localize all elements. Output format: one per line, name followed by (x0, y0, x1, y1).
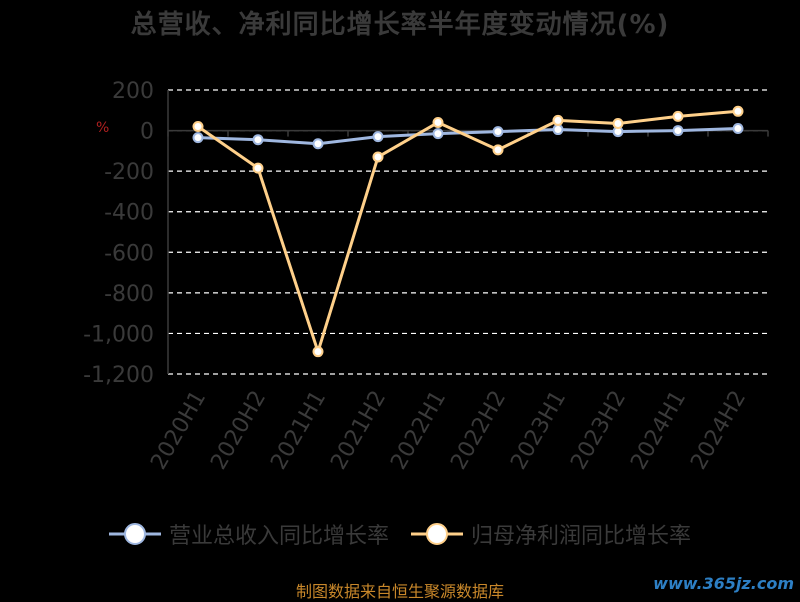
data-point-1 (432, 116, 444, 128)
data-point-1 (612, 117, 624, 129)
data-point-1 (312, 346, 324, 358)
y-tick-label: -1,000 (83, 322, 154, 347)
data-point-1 (372, 151, 384, 163)
data-point-1 (672, 110, 684, 122)
data-point-1 (192, 121, 204, 133)
data-point-1 (492, 144, 504, 156)
x-tick-label: 2024H1 (626, 387, 691, 474)
y-tick-label: -600 (104, 241, 154, 266)
y-tick-label: 0 (140, 120, 154, 145)
legend-item-net-profit[interactable]: 归母净利润同比增长率 (411, 518, 691, 550)
unit-mark: % (96, 120, 110, 136)
data-point-0 (552, 124, 564, 136)
x-tick-label: 2023H2 (566, 387, 631, 474)
data-point-0 (492, 126, 504, 138)
x-tick-label: 2021H1 (266, 387, 331, 474)
legend-marker-net-profit (411, 523, 463, 545)
data-point-1 (552, 114, 564, 126)
y-tick-label: -1,200 (83, 363, 154, 388)
data-point-0 (192, 132, 204, 144)
legend: 营业总收入同比增长率 归母净利润同比增长率 (0, 518, 800, 550)
source-note: 制图数据来自恒生聚源数据库 (295, 582, 504, 601)
series-line-0 (197, 127, 739, 146)
data-point-1 (252, 162, 264, 174)
data-point-0 (732, 123, 744, 135)
y-tick-label: -200 (104, 160, 154, 185)
x-tick-label: 2020H2 (206, 387, 271, 474)
data-point-0 (372, 131, 384, 143)
x-tick-label: 2022H1 (386, 387, 451, 474)
x-tick-label: 2024H2 (686, 387, 751, 474)
x-tick-label: 2021H2 (326, 387, 391, 474)
data-point-0 (432, 128, 444, 140)
y-tick-label: -400 (104, 201, 154, 226)
y-tick-label: 200 (112, 79, 154, 104)
data-point-0 (312, 138, 324, 150)
legend-item-revenue[interactable]: 营业总收入同比增长率 (108, 518, 389, 550)
x-tick-label: 2022H2 (446, 387, 511, 474)
data-point-0 (672, 125, 684, 137)
watermark: www.365jz.com (653, 574, 794, 593)
chart-title: 总营收、净利同比增长率半年度变动情况(%) (130, 10, 670, 40)
legend-marker-revenue (108, 523, 161, 545)
data-point-0 (252, 134, 264, 146)
series-line-1 (197, 109, 739, 354)
data-point-1 (732, 105, 744, 117)
legend-label-net-profit: 归母净利润同比增长率 (471, 524, 692, 549)
x-tick-label: 2023H1 (506, 387, 571, 474)
y-tick-label: -800 (104, 282, 154, 307)
legend-label-revenue: 营业总收入同比增长率 (168, 524, 389, 549)
x-tick-label: 2020H1 (146, 387, 211, 474)
